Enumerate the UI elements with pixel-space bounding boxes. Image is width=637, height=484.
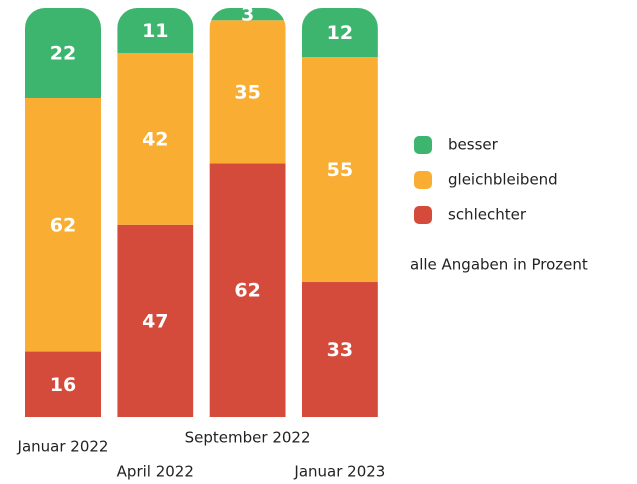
x-tick-label: April 2022 [117,463,194,481]
bar-segment [25,97,101,352]
bar-segment [117,52,194,225]
data-label: 11 [142,20,168,42]
bar-group [209,8,286,417]
legend-label: besser [448,136,499,154]
data-label: 42 [142,128,168,150]
bar-segment [25,8,101,98]
bar-segment [117,224,194,417]
bar-group [25,8,101,417]
data-label: 33 [327,339,353,361]
bar-segment [209,8,286,21]
x-tick-label: September 2022 [185,429,311,447]
bar-segment [209,20,286,164]
legend-label: schlechter [448,206,527,224]
bar-segment [117,8,194,53]
x-tick-label: Januar 2023 [293,463,385,481]
data-label: 16 [50,374,76,396]
bar-group [117,8,194,417]
legend-swatch [414,136,432,154]
data-label: 12 [327,22,353,44]
bar-segment [301,8,378,58]
data-label: 47 [142,310,168,332]
data-label: 62 [234,280,260,302]
legend-swatch [414,206,432,224]
bar-group [301,8,378,417]
bar-segment [209,163,286,417]
data-label: 62 [50,214,76,236]
x-tick-label: Januar 2022 [17,438,109,456]
data-label: 22 [50,42,76,64]
legend-swatch [414,171,432,189]
bar-segment [301,57,378,283]
data-label: 35 [234,81,260,103]
bar-segment [25,351,101,417]
note: alle Angaben in Prozent [410,256,588,274]
legend-label: gleichbleibend [448,171,558,189]
data-label: 3 [241,4,254,26]
bar-segment [301,282,378,417]
data-label: 55 [327,159,353,181]
